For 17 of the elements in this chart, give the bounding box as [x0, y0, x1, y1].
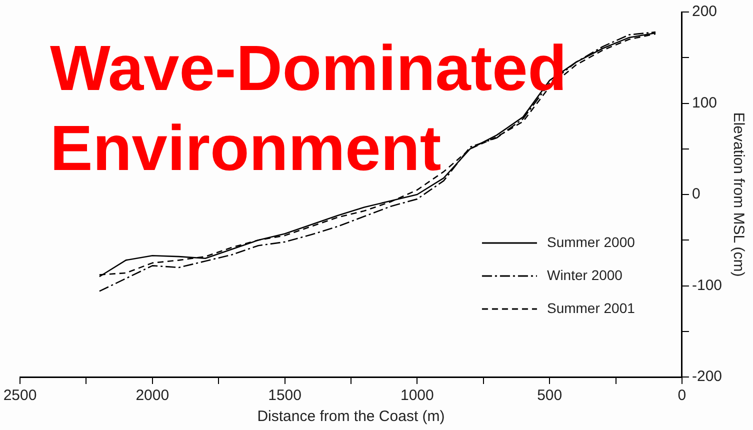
x-tick-label: 2000 — [136, 387, 170, 404]
y-axis-title: Elevation from MSL (cm) — [730, 112, 747, 277]
legend-label: Winter 2000 — [546, 266, 623, 283]
y-tick-label: 200 — [692, 3, 718, 20]
x-tick-label: 1500 — [268, 387, 302, 404]
y-tick-label: -100 — [692, 276, 722, 294]
legend-label: Summer 2000 — [546, 234, 636, 250]
x-axis-title: Distance from the Coast (m) — [257, 408, 445, 426]
x-tick-label: 0 — [678, 387, 686, 404]
legend-label: Summer 2001 — [546, 300, 636, 316]
y-tick-label: 100 — [692, 94, 718, 112]
x-tick-label: 1000 — [400, 387, 434, 404]
x-tick-label: 500 — [537, 387, 562, 404]
y-tick-label: -200 — [692, 368, 722, 386]
y-tick-label: 0 — [692, 186, 700, 203]
text: Wave-Dominated Environment — [50, 31, 568, 186]
x-tick-label: 2500 — [3, 387, 37, 404]
